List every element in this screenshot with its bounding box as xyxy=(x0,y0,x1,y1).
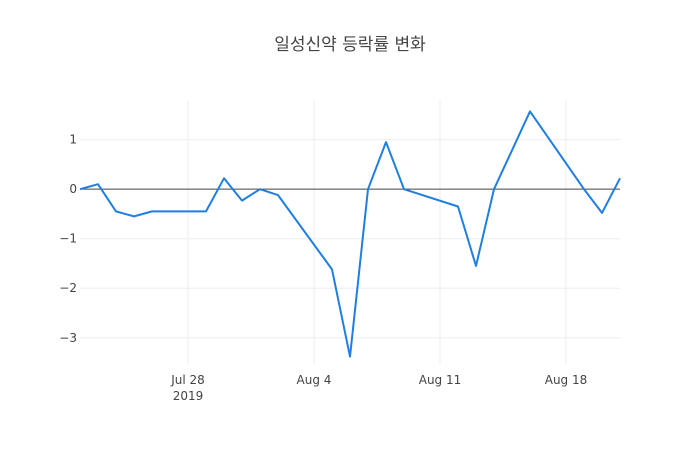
y-tick-label: −3 xyxy=(59,331,77,345)
y-tick-label: 1 xyxy=(69,133,77,147)
x-tick-label: Jul 28 xyxy=(170,373,205,387)
series-line xyxy=(79,110,621,358)
chart-title: 일성신약 등락률 변화 xyxy=(274,35,426,55)
x-tick-label: Aug 18 xyxy=(545,373,588,387)
y-tick-label: −1 xyxy=(59,232,77,246)
grid-lines xyxy=(80,100,620,365)
x-tick-label: Aug 11 xyxy=(419,373,462,387)
y-axis: 1 0 −1 −2 −3 xyxy=(59,133,77,345)
series-layer xyxy=(79,110,621,358)
x-tick-label: Aug 4 xyxy=(297,373,332,387)
x-axis: Jul 28 2019 Aug 4 Aug 11 Aug 18 xyxy=(170,373,587,403)
x-tick-sublabel: 2019 xyxy=(173,389,204,403)
y-tick-label: −2 xyxy=(59,281,77,295)
y-tick-label: 0 xyxy=(69,182,77,196)
